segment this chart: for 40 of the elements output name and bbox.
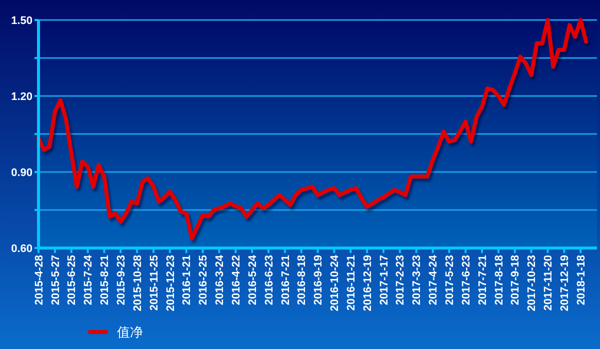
x-tick-label: 2015-12-23 — [164, 255, 177, 312]
x-tick-label: 2017-12-19 — [558, 255, 571, 312]
x-tick-label: 2015-7-24 — [82, 254, 95, 306]
x-tick-label: 2016-4-22 — [230, 255, 242, 306]
legend-label: 值净 — [117, 326, 143, 341]
y-tick-label: 1.20 — [11, 90, 32, 103]
x-tick-label: 2017-8-18 — [493, 255, 506, 306]
y-tick-label: 1.50 — [11, 14, 32, 27]
x-tick-label: 2016-12-19 — [362, 255, 374, 312]
x-tick-label: 2016-7-21 — [280, 255, 292, 306]
x-tick-label: 2015-11-25 — [148, 255, 160, 311]
x-tick-label: 2017-4-24 — [428, 254, 440, 306]
y-tick-label: 0.90 — [11, 166, 32, 179]
x-tick-label: 2015-10-28 — [132, 255, 144, 312]
x-tick-label: 2016-10-24 — [329, 254, 342, 312]
x-tick-label: 2015-5-27 — [50, 255, 62, 306]
line-series — [36, 18, 588, 240]
x-tick-label: 2015-9-23 — [115, 255, 128, 306]
x-tick-label: 2016-3-24 — [214, 254, 226, 306]
x-tick-label: 2017-2-23 — [394, 255, 407, 306]
x-tick-label: 2015-4-28 — [33, 255, 46, 306]
x-tick-label: 2017-1-17 — [378, 255, 390, 306]
x-tick-label: 2016-8-18 — [296, 255, 308, 306]
x-tick-label: 2016-11-21 — [345, 255, 358, 311]
x-tick-label: 2016-1-21 — [181, 255, 194, 306]
x-tick-label: 2017-7-21 — [476, 255, 489, 306]
x-tick-label: 2016-9-19 — [312, 255, 325, 306]
x-tick-label: 2016-5-24 — [246, 254, 259, 306]
x-tick-label: 2016-2-25 — [198, 255, 210, 306]
x-tick-label: 2016-6-23 — [263, 255, 276, 306]
x-tick-label: 2018-1-18 — [575, 255, 588, 306]
x-tick-label: 2017-6-23 — [460, 255, 472, 306]
x-tick-label: 2015-6-25 — [66, 255, 78, 306]
x-tick-label: 2017-10-23 — [526, 255, 538, 312]
x-tick-label: 2017-5-23 — [444, 255, 456, 306]
x-tick-label: 2015-8-21 — [99, 255, 112, 306]
x-tick-label: 2017-11-20 — [542, 255, 555, 311]
x-tick-label: 2017-3-23 — [411, 255, 424, 306]
x-tick-label: 2017-9-18 — [510, 255, 522, 306]
y-tick-label: 0.60 — [11, 242, 32, 255]
